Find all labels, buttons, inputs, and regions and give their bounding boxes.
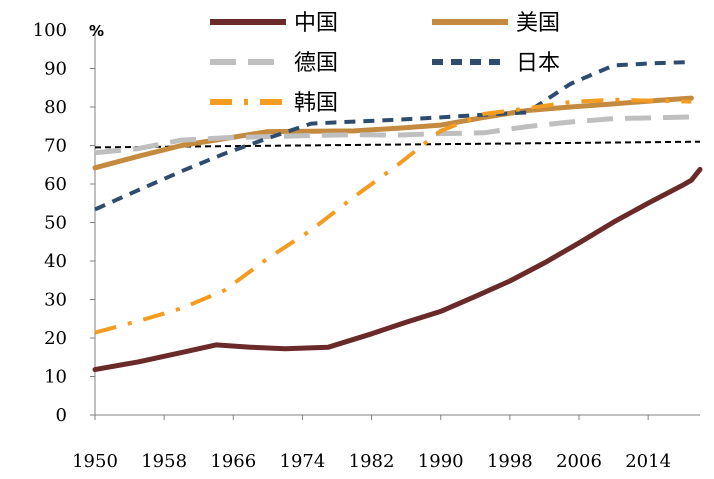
y-axis-unit-label: % — [89, 22, 104, 40]
legend-label: 日本 — [516, 51, 560, 76]
y-tick-label: 90 — [44, 59, 67, 80]
x-tick-label: 1966 — [210, 451, 256, 472]
x-tick-label: 1958 — [141, 451, 187, 472]
x-axis: 1950 1958 1966 1974 1982 1990 1998 2006 2014 — [72, 414, 700, 472]
x-tick-label: 1998 — [487, 451, 533, 472]
y-tick-label: 40 — [44, 251, 67, 272]
y-tick-label: 70 — [44, 136, 67, 157]
series-line-3 — [94, 60, 692, 212]
legend-label: 美国 — [516, 11, 560, 36]
y-tick-label: 10 — [44, 367, 67, 388]
legend-label: 德国 — [294, 51, 338, 76]
x-tick-label: 1982 — [349, 451, 395, 472]
x-tick-label: 2006 — [556, 451, 602, 472]
x-tick-label: 1990 — [418, 451, 464, 472]
series-line-2 — [94, 114, 692, 156]
x-tick-label: 2014 — [625, 451, 671, 472]
y-axis-ticks: 0 10 20 30 40 50 60 70 80 90 100 — [33, 20, 95, 426]
y-tick-label: 80 — [44, 97, 67, 118]
series-line-0 — [92, 166, 703, 373]
y-tick-label: 0 — [56, 405, 67, 426]
series-line-1 — [92, 95, 694, 171]
y-tick-label: 20 — [44, 328, 67, 349]
x-tick-label: 1974 — [280, 451, 326, 472]
y-axis: 0 10 20 30 40 50 60 70 80 90 100 — [33, 20, 96, 426]
series-line-4 — [94, 97, 692, 335]
legend-label: 中国 — [294, 11, 338, 36]
reference-line — [94, 140, 701, 149]
x-axis-ticks: 1950 1958 1966 1974 1982 1990 1998 2006 2014 — [72, 415, 671, 472]
series-layer — [92, 60, 703, 373]
y-tick-label: 50 — [44, 213, 67, 234]
y-tick-label: 30 — [44, 290, 67, 311]
legend-label: 韩国 — [294, 91, 338, 116]
y-tick-label: 100 — [33, 20, 67, 41]
y-tick-label: 60 — [44, 174, 67, 195]
x-tick-label: 1950 — [72, 451, 118, 472]
